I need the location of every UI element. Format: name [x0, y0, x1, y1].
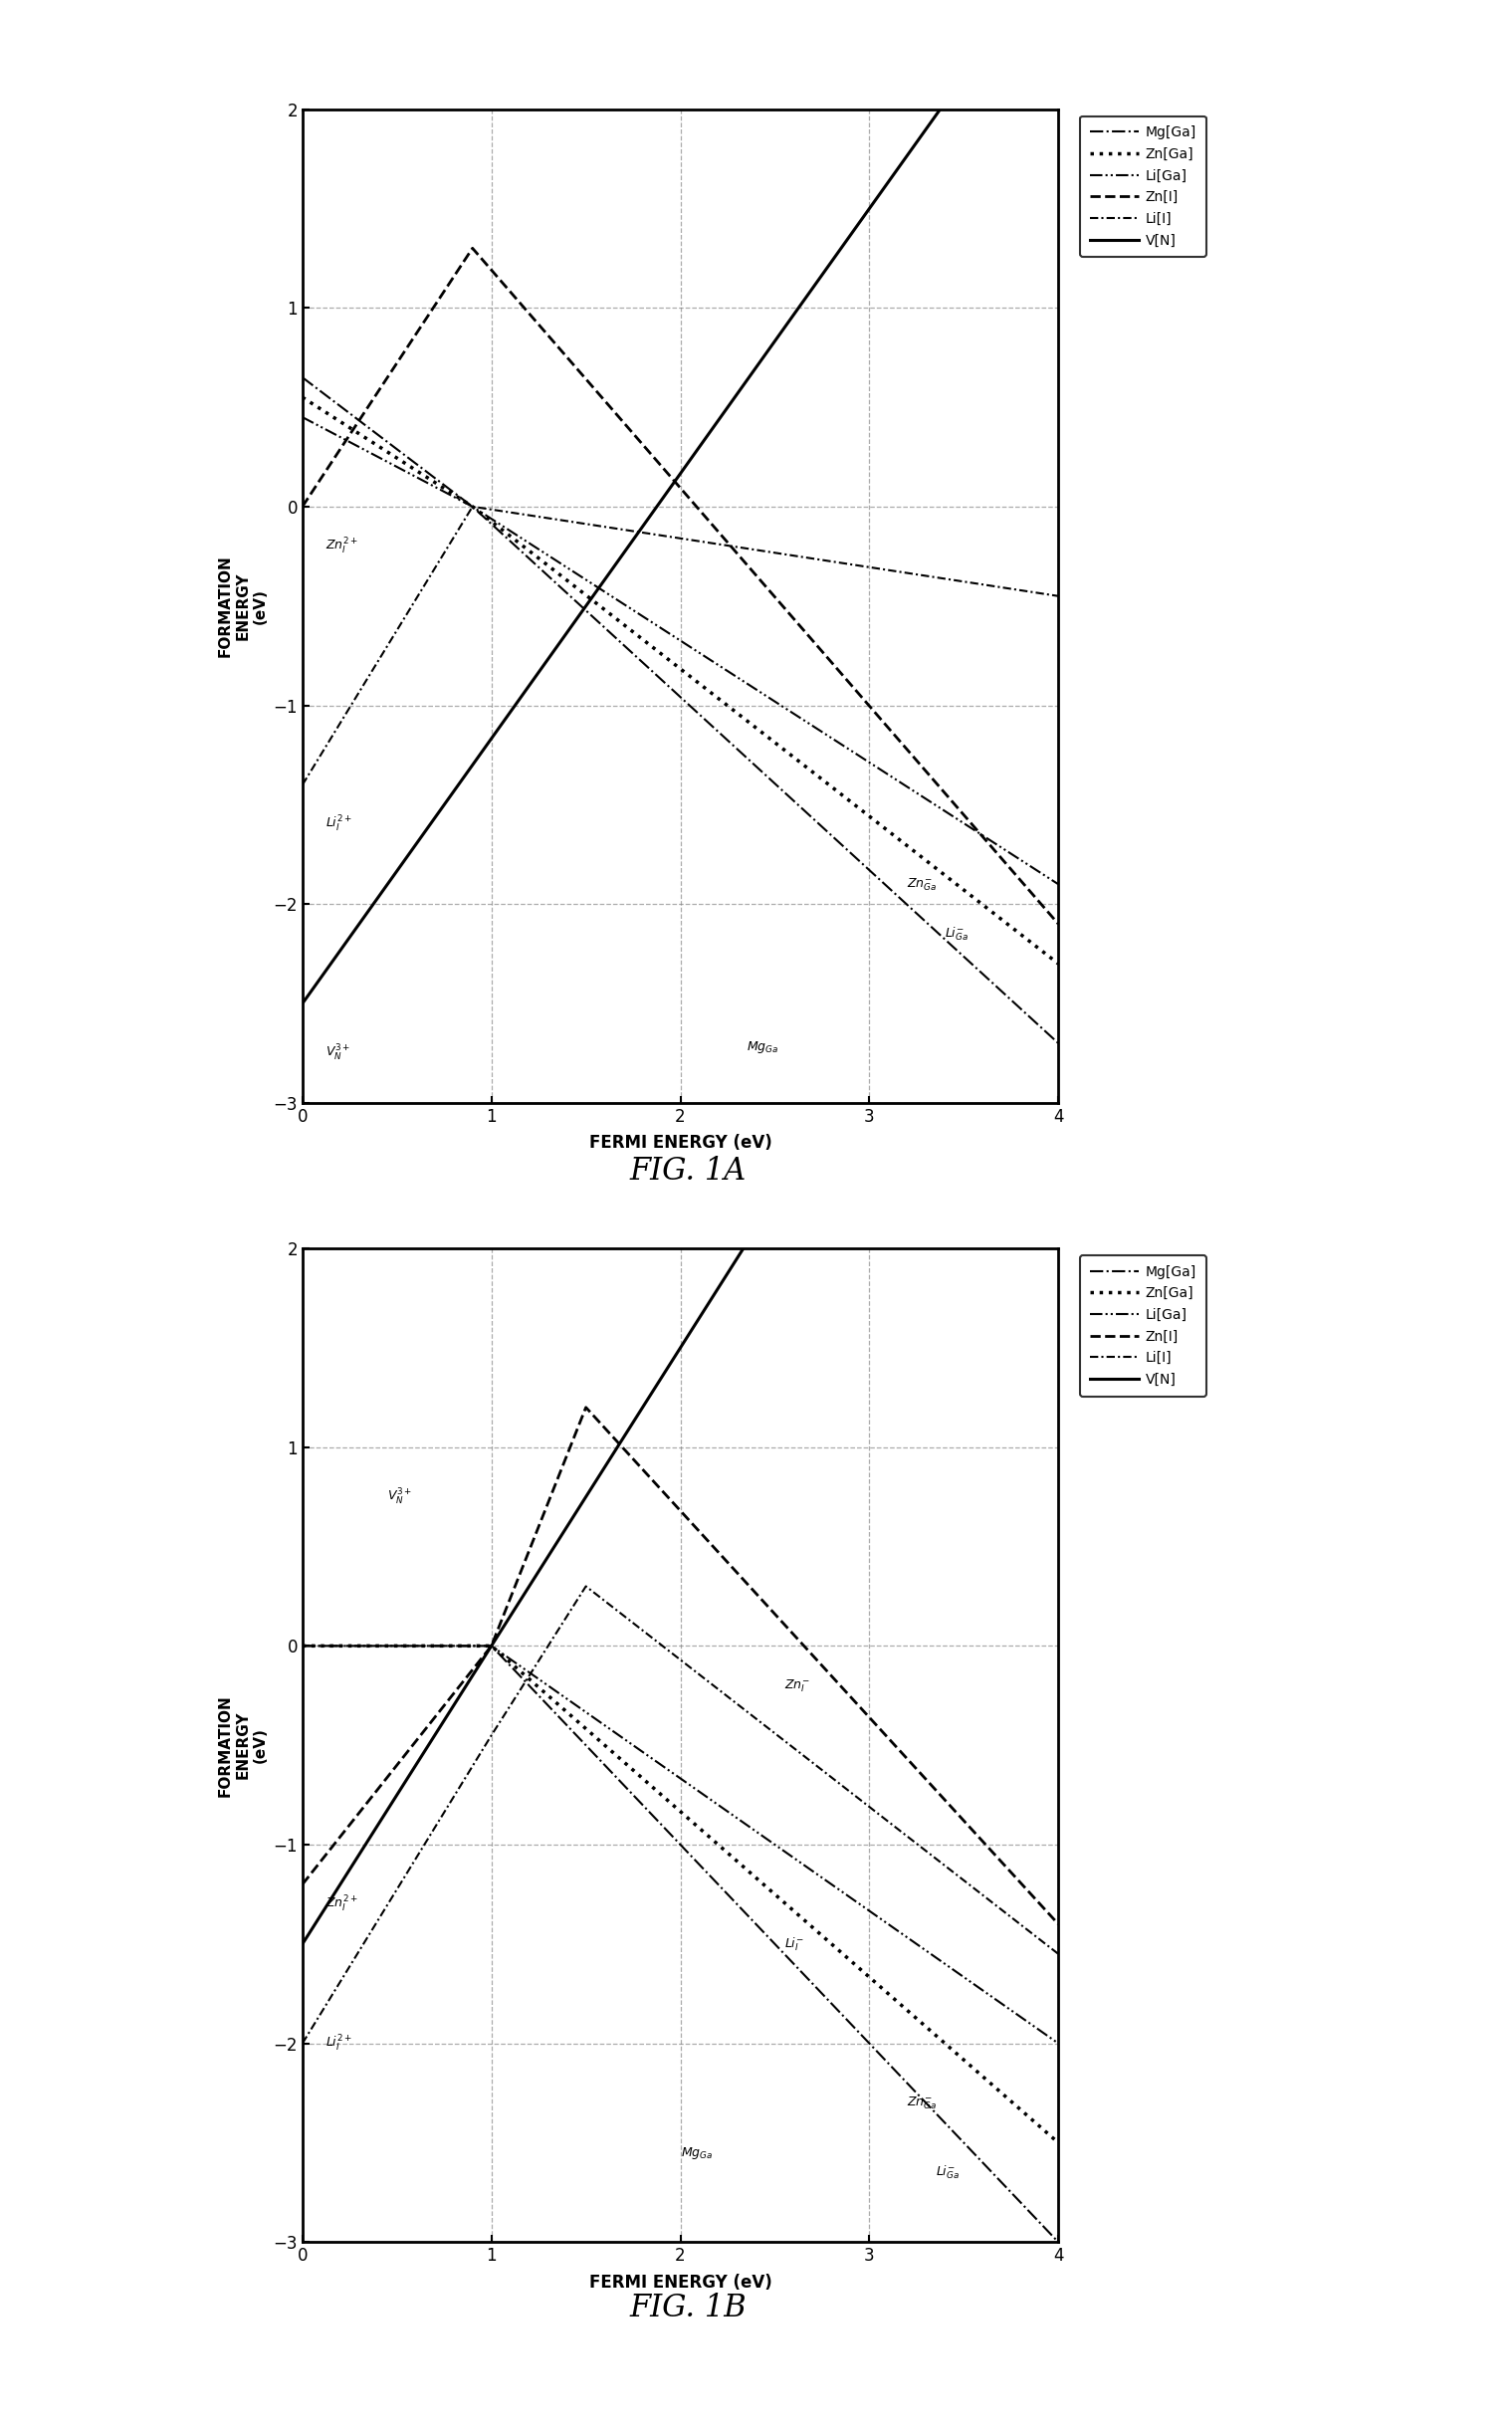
Text: $Zn_I^{-}$: $Zn_I^{-}$ — [785, 1677, 810, 1694]
Text: FIG. 1B: FIG. 1B — [629, 2293, 747, 2322]
X-axis label: FERMI ENERGY (eV): FERMI ENERGY (eV) — [590, 2274, 771, 2291]
Text: $Zn_I^{2+}$: $Zn_I^{2+}$ — [325, 1893, 358, 1915]
Text: $Zn_{Ga}^{-}$: $Zn_{Ga}^{-}$ — [907, 2094, 937, 2111]
Text: $Li_{Ga}^{-}$: $Li_{Ga}^{-}$ — [936, 2165, 960, 2182]
Y-axis label: FORMATION
ENERGY
(eV): FORMATION ENERGY (eV) — [218, 1694, 268, 1796]
Text: $V_N^{3+}$: $V_N^{3+}$ — [325, 1042, 349, 1064]
Text: FIG. 1A: FIG. 1A — [629, 1156, 747, 1185]
Text: $Mg_{Ga}$: $Mg_{Ga}$ — [747, 1040, 779, 1054]
Legend: Mg[Ga], Zn[Ga], Li[Ga], Zn[I], Li[I], V[N]: Mg[Ga], Zn[Ga], Li[Ga], Zn[I], Li[I], V[… — [1081, 116, 1207, 257]
Text: $Li_I^{2+}$: $Li_I^{2+}$ — [325, 814, 352, 834]
Y-axis label: FORMATION
ENERGY
(eV): FORMATION ENERGY (eV) — [218, 555, 268, 657]
X-axis label: FERMI ENERGY (eV): FERMI ENERGY (eV) — [590, 1134, 771, 1151]
Text: $Mg_{Ga}$: $Mg_{Ga}$ — [680, 2145, 712, 2160]
Text: $Zn_I^{2+}$: $Zn_I^{2+}$ — [325, 536, 358, 558]
Text: $Zn_{Ga}^{-}$: $Zn_{Ga}^{-}$ — [907, 875, 937, 892]
Legend: Mg[Ga], Zn[Ga], Li[Ga], Zn[I], Li[I], V[N]: Mg[Ga], Zn[Ga], Li[Ga], Zn[I], Li[I], V[… — [1081, 1256, 1207, 1396]
Text: $Li_{Ga}^{-}$: $Li_{Ga}^{-}$ — [945, 926, 969, 943]
Text: $Li_I^{-}$: $Li_I^{-}$ — [785, 1934, 804, 1954]
Text: $Li_I^{2+}$: $Li_I^{2+}$ — [325, 2034, 352, 2053]
Text: $V_N^{3+}$: $V_N^{3+}$ — [387, 1486, 413, 1508]
